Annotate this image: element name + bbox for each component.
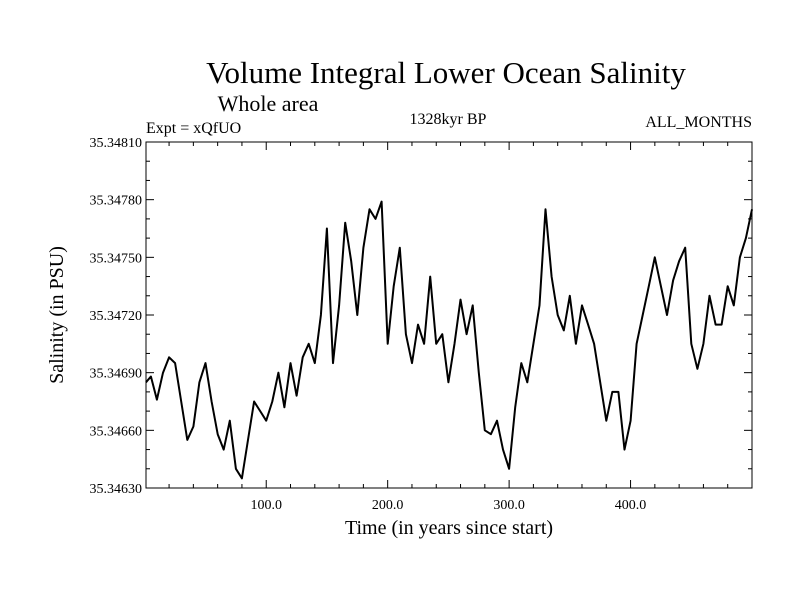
y-tick-label: 35.34690 [90, 367, 143, 382]
x-tick-label: 200.0 [372, 498, 404, 513]
chart-subtitle: Whole area [218, 91, 319, 116]
y-tick-label: 35.34780 [90, 194, 143, 209]
x-axis-label: Time (in years since start) [345, 517, 553, 539]
y-axis-label: Salinity (in PSU) [46, 246, 68, 384]
y-tick-label: 35.34750 [90, 251, 143, 266]
plot-frame [145, 141, 753, 489]
chart-title: Volume Integral Lower Ocean Salinity [206, 55, 686, 90]
y-tick-label: 35.34660 [90, 424, 143, 439]
y-tick-label: 35.34630 [90, 482, 143, 497]
x-ticks: 100.0 200.0 300.0 400.0 [168, 142, 729, 513]
expt-label: Expt = xQfUO [146, 120, 241, 137]
period-label: 1328kyr BP [410, 111, 487, 128]
x-tick-label: 400.0 [615, 498, 647, 513]
x-tick-label: 100.0 [250, 498, 282, 513]
y-tick-label: 35.34810 [90, 136, 143, 151]
y-ticks: 35.34630 35.34660 35.34690 35.34720 35.34750… [90, 136, 752, 497]
x-tick-label: 300.0 [493, 498, 525, 513]
y-tick-label: 35.34720 [90, 309, 143, 324]
series-line-salinity [145, 200, 753, 480]
months-label: ALL_MONTHS [645, 114, 752, 131]
